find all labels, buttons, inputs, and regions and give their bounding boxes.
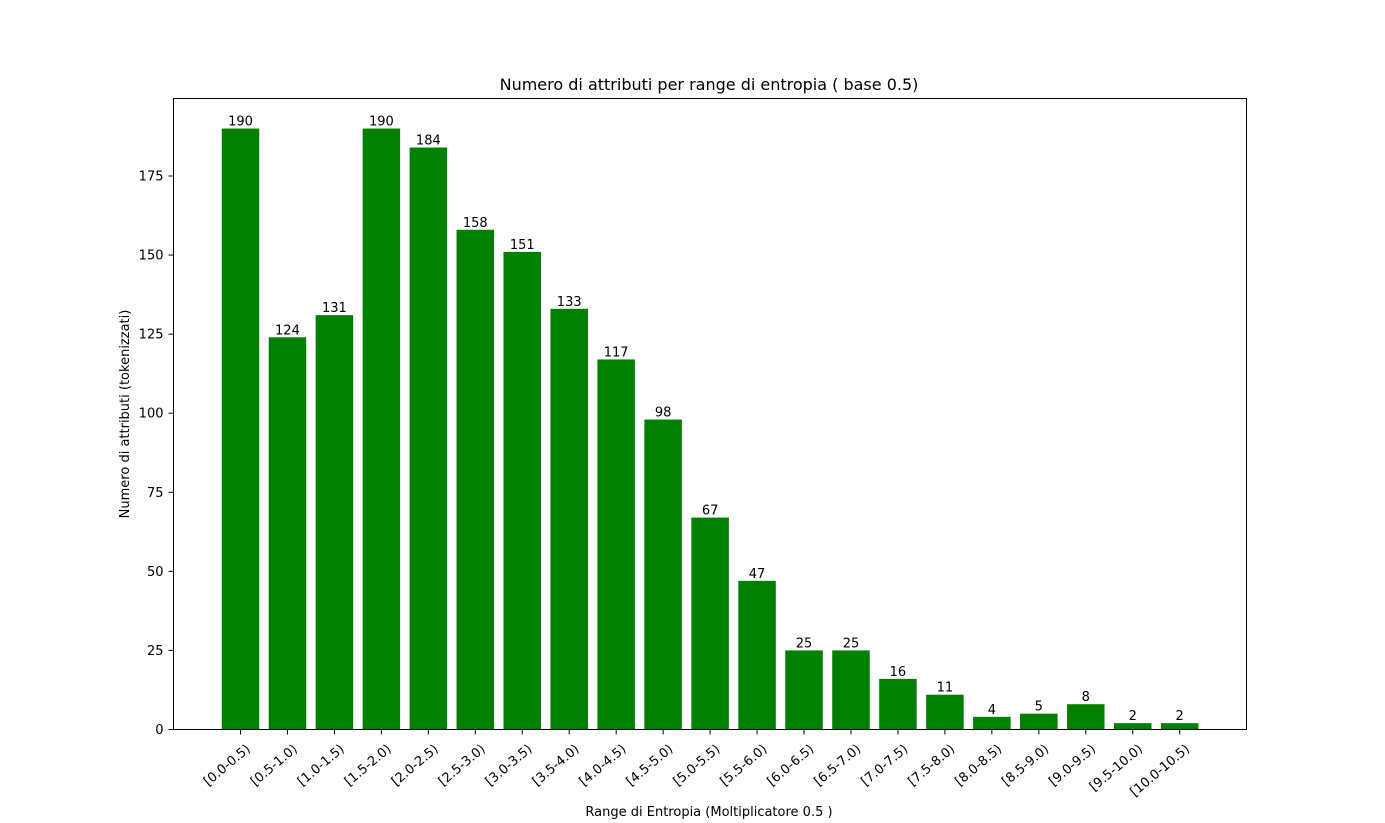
bar-value-label: 2 [1129, 709, 1137, 724]
x-tick-label: [7.0-7.5) [858, 742, 911, 790]
bar [832, 650, 870, 730]
chart-title: Numero di attributi per range di entropi… [500, 75, 919, 94]
x-tick-label: [4.5-5.0) [624, 742, 677, 790]
y-tick-label: 175 [139, 169, 164, 184]
y-tick-label: 125 [139, 328, 164, 343]
y-tick-label: 50 [147, 565, 164, 580]
bar-value-label: 131 [322, 301, 347, 316]
bars-group [221, 128, 1199, 730]
bar-value-label: 47 [749, 567, 766, 582]
bar [268, 337, 307, 730]
x-tick-label: [0.0-0.5) [201, 742, 254, 790]
x-tick-label: [7.5-8.0) [905, 742, 958, 790]
x-tick-label: [8.0-8.5) [952, 742, 1005, 790]
bar [1067, 704, 1105, 730]
x-tick-label: [6.5-7.0) [812, 742, 865, 790]
y-tick-label: 100 [139, 407, 164, 422]
bar-value-label: 133 [557, 295, 582, 310]
bar-value-label: 5 [1035, 700, 1043, 715]
y-tick-label: 75 [147, 486, 164, 501]
bar [456, 229, 495, 730]
x-tick-label: [5.5-6.0) [718, 742, 771, 790]
bar-value-label: 184 [416, 134, 441, 149]
x-tick-label: [1.5-2.0) [342, 742, 395, 790]
bar [926, 694, 964, 730]
bar-value-label: 16 [890, 665, 907, 680]
y-tick-label: 0 [155, 723, 163, 738]
bar-value-label: 11 [937, 681, 954, 696]
bar-value-label: 190 [369, 115, 394, 130]
x-tick-label: [4.0-4.5) [577, 742, 630, 790]
bar [644, 419, 682, 730]
bar-value-label: 67 [702, 504, 719, 519]
x-tick-label: [5.0-5.5) [671, 742, 724, 790]
bar [221, 128, 260, 730]
x-tick-label: [0.5-1.0) [248, 742, 301, 790]
bar [1113, 723, 1152, 730]
x-tick-label: [3.0-3.5) [483, 742, 536, 790]
x-tick-label: [2.0-2.5) [389, 742, 442, 790]
bar [1020, 713, 1058, 730]
y-tick-label: 25 [147, 644, 164, 659]
x-tick-label: [3.5-4.0) [530, 742, 583, 790]
y-axis: 0 25 50 75 100 125 150 175 [139, 169, 174, 738]
bar [879, 678, 917, 730]
y-axis-label: Numero di attributi (tokenizzati) [118, 310, 133, 519]
bar [785, 650, 823, 730]
x-tick-label: [2.5-3.0) [436, 742, 489, 790]
x-axis: [0.0-0.5)[0.5-1.0)[1.0-1.5)[1.5-2.0)[2.0… [201, 729, 1193, 800]
bar [597, 359, 635, 730]
bar [1160, 723, 1199, 730]
bar-value-label: 25 [843, 636, 860, 651]
plot-frame [173, 98, 1247, 730]
bar-value-label: 151 [510, 238, 535, 253]
bar [691, 517, 729, 730]
bar-value-label: 190 [228, 115, 253, 130]
bar [362, 128, 401, 730]
bar-value-label: 124 [275, 323, 300, 338]
x-axis-label: Range di Entropia (Moltiplicatore 0.5 ) [585, 805, 832, 819]
bar-value-label: 8 [1082, 690, 1090, 705]
bar [550, 308, 588, 730]
bar [409, 147, 448, 730]
y-tick-label: 150 [139, 249, 164, 264]
bar-value-label: 25 [796, 636, 813, 651]
bar-value-label: 98 [655, 406, 672, 421]
x-tick-label: [1.0-1.5) [295, 742, 348, 790]
bar-value-label: 117 [604, 345, 629, 360]
x-tick-label: [8.5-9.0) [999, 742, 1052, 790]
bar-value-label: 4 [988, 703, 996, 718]
bar [315, 315, 354, 730]
bar [503, 251, 542, 730]
x-tick-label: [6.0-6.5) [765, 742, 818, 790]
bar-value-label: 158 [463, 216, 488, 231]
bar [738, 580, 776, 730]
bar-value-label: 2 [1176, 709, 1184, 724]
bar [973, 716, 1011, 730]
